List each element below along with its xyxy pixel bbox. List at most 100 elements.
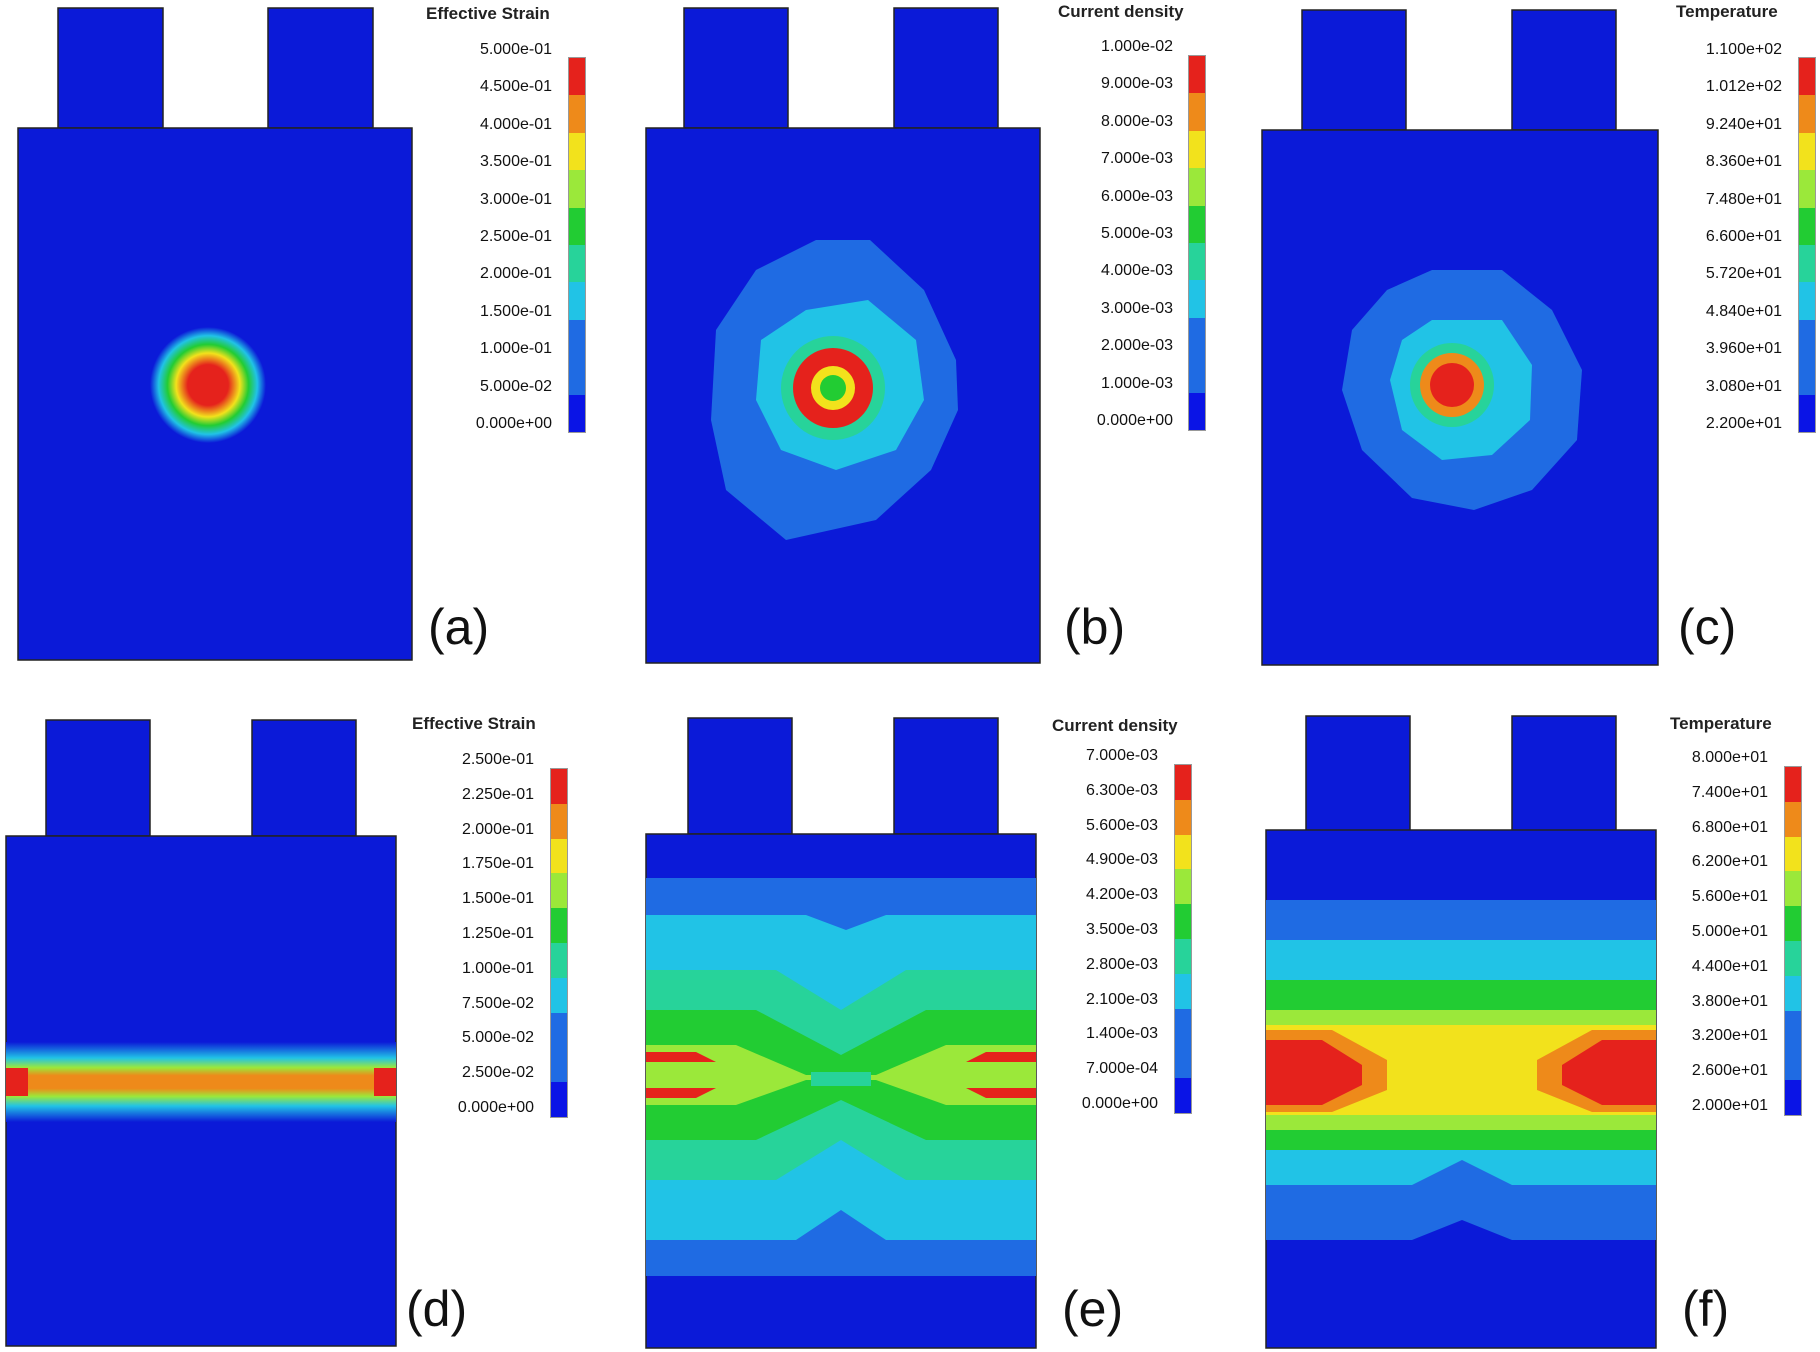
colorbar-tick-label: 7.000e-03 [1100, 150, 1173, 168]
colorbar-segment [1175, 973, 1191, 1009]
panel-b: Current density (b) 1.000e-02 9.000e-03 8.… [606, 0, 1212, 670]
colorbar-tick-label: 2.600e+01 [1691, 1062, 1768, 1080]
colorbar-segment [569, 132, 585, 171]
colorbar-segment [1189, 355, 1205, 393]
hot-right-upper [966, 1052, 1036, 1062]
colorbar [1174, 764, 1192, 1114]
colorbar-segment [569, 244, 585, 283]
colorbar-tick-label: 3.000e-03 [1100, 299, 1173, 317]
band-edge-left [6, 1068, 28, 1096]
legend-title: Effective Strain [412, 714, 536, 733]
colorbar-tick-label: 2.800e-03 [1085, 955, 1158, 973]
colorbar-segment [1175, 765, 1191, 800]
colorbar-segment [1175, 1078, 1191, 1113]
tab-right [251, 719, 357, 837]
colorbar-tick-label: 1.500e-01 [479, 302, 552, 320]
colorbar-segment [569, 394, 585, 432]
colorbar-tick-label: 0.000e+00 [1096, 412, 1173, 429]
colorbar-segment [551, 1082, 567, 1117]
colorbar-tick-label: 9.240e+01 [1705, 115, 1782, 133]
hotspot [150, 327, 266, 443]
legend-title: Current density [1052, 716, 1178, 735]
colorbar-tick-label: 2.200e+01 [1705, 415, 1782, 432]
colorbar-segment [1189, 168, 1205, 206]
colorbar-tick-label: 3.960e+01 [1705, 340, 1782, 358]
colorbar-tick-label: 5.000e-01 [479, 41, 552, 58]
colorbar-tick-label: 6.600e+01 [1705, 228, 1782, 245]
contour-plot-f [1265, 715, 1657, 1349]
contour-plot-b [645, 7, 1041, 664]
panel-label: (b) [1064, 599, 1126, 655]
colorbar-segment [551, 908, 567, 943]
colorbar-segment [569, 357, 585, 395]
colorbar-segment [1785, 975, 1801, 1011]
colorbar-tick-label: 5.000e-02 [479, 377, 552, 395]
tab-right [267, 7, 374, 129]
colorbar-tick-label: 2.500e-01 [479, 228, 552, 245]
colorbar-tick-label: 5.600e+01 [1691, 888, 1768, 906]
colorbar-tick-label: 2.100e-03 [1085, 990, 1158, 1008]
colorbar-tick-label: 4.500e-01 [479, 78, 552, 96]
colorbar-tick-label: 3.500e-03 [1085, 921, 1158, 938]
legend-title: Temperature [1676, 2, 1778, 21]
strain-band [6, 1042, 396, 1122]
colorbar [550, 768, 568, 1118]
colorbar-segment [1785, 1080, 1801, 1115]
colorbar-tick-label: 2.250e-01 [461, 785, 534, 803]
colorbar-tick-label: 1.500e-01 [461, 890, 534, 908]
colorbar-segment [1799, 394, 1815, 432]
colorbar-segment [1799, 170, 1815, 208]
colorbar-segment [551, 1012, 567, 1048]
colorbar-segment [1175, 799, 1191, 835]
colorbar-tick-label: 7.400e+01 [1691, 783, 1768, 801]
colorbar-segment [1175, 938, 1191, 974]
colorbar-tick-label: 4.200e-03 [1085, 886, 1158, 904]
colorbar-segment [1785, 836, 1801, 872]
tab-left [45, 719, 151, 837]
colorbar-segment [1799, 58, 1815, 96]
colorbar-tick-label: 0.000e+00 [457, 1099, 534, 1116]
colorbar-segment [551, 873, 567, 909]
colorbar-segment [1175, 1008, 1191, 1044]
colorbar-segment [1799, 95, 1815, 133]
colorbar-tick-label: 1.000e-03 [1100, 374, 1173, 392]
colorbar-tick-label: 9.000e-03 [1100, 75, 1173, 93]
colorbar-tick-label: 5.720e+01 [1705, 265, 1782, 283]
colorbar-tick-label: 1.400e-03 [1085, 1025, 1158, 1043]
tab-left [687, 717, 793, 835]
hot-left-core [1266, 1040, 1362, 1105]
colorbar-segment [1785, 1045, 1801, 1081]
panel-f: Temperature (f) 8.000e+01 7.400e+01 6.800e… [1212, 680, 1818, 1350]
colorbar-segment [1799, 244, 1815, 283]
tab-left [1301, 9, 1407, 131]
colorbar-segment [1189, 317, 1205, 356]
contour-plot-e [645, 717, 1037, 1349]
colorbar-segment [1175, 1043, 1191, 1079]
colorbar-tick-label: 3.200e+01 [1691, 1027, 1768, 1045]
hot-right-lower [966, 1088, 1036, 1098]
colorbar-segment [569, 282, 585, 320]
colorbar-segment [1799, 282, 1815, 320]
colorbar-tick-label: 6.000e-03 [1100, 187, 1173, 205]
colorbar-tick-label: 3.000e-01 [479, 190, 552, 208]
tab-right [893, 717, 999, 835]
colorbar-segment [569, 319, 585, 358]
colorbar-segment [551, 1047, 567, 1083]
colorbar-segment [1785, 1010, 1801, 1046]
panel-label: (c) [1678, 599, 1737, 655]
colorbar-tick-label: 1.000e-01 [461, 959, 534, 977]
colorbar-segment [569, 170, 585, 208]
contour-center [820, 375, 846, 401]
legend-title: Current density [1058, 2, 1184, 21]
colorbar-segment [1175, 869, 1191, 905]
colorbar-tick-label: 5.600e-03 [1085, 816, 1158, 834]
colorbar-tick-label: 8.000e-03 [1100, 112, 1173, 130]
colorbar-segment [569, 58, 585, 96]
colorbar-segment [569, 207, 585, 245]
colorbar-tick-label: 3.800e+01 [1691, 992, 1768, 1010]
colorbar-segment [569, 95, 585, 133]
colorbar [1784, 766, 1802, 1116]
contour-plot-a [17, 7, 413, 661]
colorbar-segment [1799, 132, 1815, 171]
colorbar-tick-label: 4.900e-03 [1085, 851, 1158, 869]
